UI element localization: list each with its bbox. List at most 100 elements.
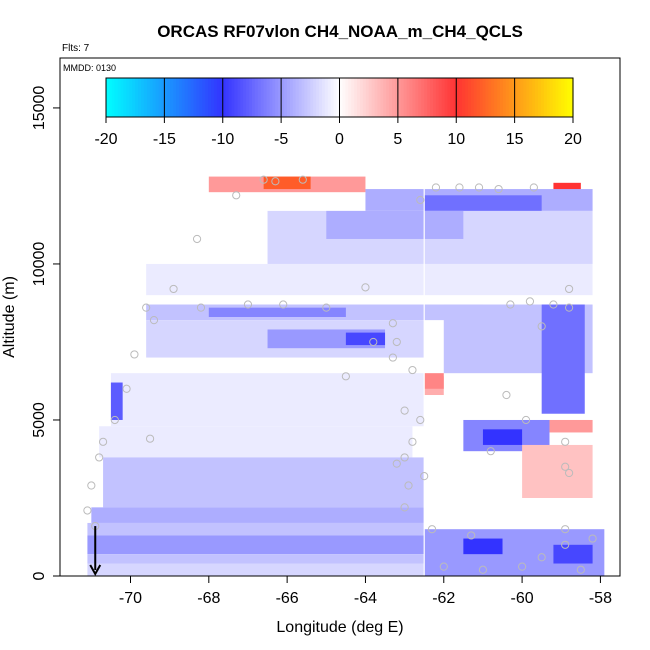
colorbar-swatch	[342, 78, 346, 117]
y-tick-label: 0	[31, 571, 48, 580]
colorbar-swatch	[266, 78, 271, 117]
data-point	[408, 437, 417, 446]
colorbar-swatch	[158, 78, 163, 117]
colorbar-swatch	[532, 78, 536, 117]
data-point	[298, 175, 307, 184]
data-point	[439, 562, 448, 571]
colorbar: -20 -15 -10 -5 0 5 10 15 20	[94, 77, 582, 148]
data-point	[192, 234, 202, 244]
data-point	[561, 525, 570, 534]
colorbar-swatch	[549, 78, 554, 117]
colorbar-swatch	[313, 78, 317, 117]
colorbar-swatch	[324, 78, 329, 117]
colorbar-swatch	[371, 78, 376, 117]
colorbar-swatch	[400, 78, 405, 117]
y-axis: 0 5000 10000 15000	[31, 86, 60, 580]
data-point	[400, 406, 409, 415]
data-point	[392, 459, 401, 468]
colorbar-swatch	[213, 78, 218, 117]
colorbar-swatch	[561, 78, 565, 117]
colorbar-swatch	[249, 78, 253, 117]
colorbar-swatch	[529, 78, 533, 117]
colorbar-swatch	[552, 78, 557, 117]
x-axis-label: Longitude (deg E)	[276, 619, 403, 636]
colorbar-swatch	[386, 78, 390, 117]
heatmap-cell	[553, 544, 593, 564]
chart-title: ORCAS RF07vlon CH4_NOAA_m_CH4_QCLS	[157, 22, 523, 41]
data-point	[549, 300, 558, 309]
data-point	[537, 322, 546, 331]
colorbar-swatch	[138, 78, 142, 117]
heatmap-cells	[87, 176, 605, 576]
colorbar-swatch	[176, 78, 180, 117]
colorbar-swatch	[286, 78, 291, 117]
data-point	[142, 303, 151, 312]
data-point	[561, 540, 570, 549]
data-point	[196, 303, 206, 312]
colorbar-swatch	[135, 78, 139, 117]
x-axis: -70 -68 -66 -64 -62 -60 -58	[119, 576, 612, 607]
plot-frame	[59, 57, 621, 577]
colorbar-swatch	[161, 78, 165, 117]
colorbar-swatch	[432, 78, 437, 117]
heatmap-cell	[463, 538, 503, 555]
colorbar-swatch	[429, 78, 434, 117]
colorbar-swatch	[307, 78, 311, 117]
colorbar-swatch	[441, 78, 446, 117]
colorbar-swatch	[438, 78, 443, 117]
colorbar-swatch	[272, 78, 276, 117]
colorbar-swatch	[450, 78, 454, 117]
data-point	[474, 183, 484, 192]
colorbar-swatch	[234, 78, 238, 117]
colorbar-swatch	[202, 78, 206, 117]
colorbar-swatch	[351, 78, 355, 117]
heatmap-cell	[208, 307, 346, 317]
heatmap-cell	[549, 419, 593, 433]
colorbar-swatch	[514, 78, 519, 117]
colorbar-swatch	[476, 78, 481, 117]
colorbar-swatch	[435, 78, 440, 117]
colorbar-swatch	[117, 78, 122, 117]
heatmap-cell	[87, 563, 425, 576]
colorbar-swatch	[216, 78, 221, 117]
data-point	[341, 372, 350, 381]
colorbar-swatch	[462, 78, 466, 117]
data-point	[322, 303, 331, 312]
colorbar-swatch	[225, 78, 230, 117]
colorbar-swatch	[537, 78, 542, 117]
colorbar-swatch	[415, 78, 419, 117]
colorbar-swatch	[345, 78, 349, 117]
heatmap-cell	[110, 373, 425, 427]
data-point	[521, 415, 531, 425]
heatmap-cell	[326, 210, 464, 239]
colorbar-swatch	[526, 78, 530, 117]
colorbar-swatch	[485, 78, 489, 117]
colorbar-swatch	[336, 78, 341, 117]
colorbar-swatch	[292, 78, 297, 117]
heatmap-cell	[541, 304, 585, 414]
colorbar-tick-label: -10	[211, 131, 234, 148]
colorbar-swatch	[494, 78, 498, 117]
colorbar-swatch	[412, 78, 416, 117]
colorbar-swatch	[491, 78, 495, 117]
data-point	[416, 195, 425, 205]
colorbar-swatch	[289, 78, 294, 117]
colorbar-swatch	[409, 78, 414, 117]
data-point	[149, 316, 159, 325]
data-point	[95, 453, 104, 462]
colorbar-swatch	[111, 78, 116, 117]
colorbar-swatch	[567, 78, 571, 117]
colorbar-swatch	[114, 78, 119, 117]
colorbar-swatch	[558, 78, 562, 117]
colorbar-swatch	[295, 78, 300, 117]
x-tick-label: -64	[354, 590, 377, 607]
colorbar-swatch	[348, 78, 352, 117]
colorbar-swatch	[505, 78, 510, 117]
heatmap-cell	[553, 182, 581, 193]
colorbar-swatch	[497, 78, 501, 117]
colorbar-swatch	[211, 78, 215, 117]
heatmap-cell	[482, 429, 523, 445]
data-point	[494, 184, 503, 194]
colorbar-swatch	[184, 78, 189, 117]
